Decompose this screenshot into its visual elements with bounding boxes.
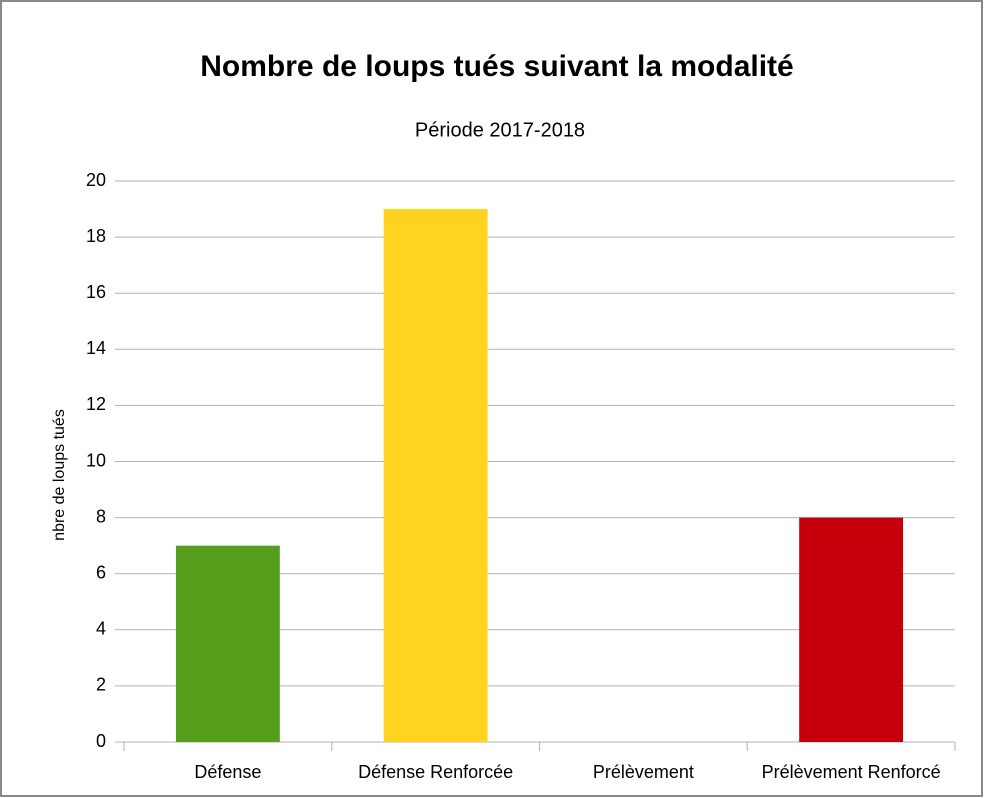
- y-tick-label: 8: [96, 506, 106, 526]
- y-tick-label: 16: [86, 282, 106, 302]
- y-tick-label: 2: [96, 675, 106, 695]
- y-tick-label: 10: [86, 450, 106, 470]
- chart-title: Nombre de loups tués suivant la modalité: [200, 50, 793, 83]
- y-tick-label: 20: [86, 170, 106, 190]
- x-tick-label: Défense Renforcée: [358, 762, 513, 782]
- x-tick-label: Défense: [194, 762, 261, 782]
- x-tick-label: Prélèvement Renforcé: [762, 762, 941, 782]
- x-tick-label: Prélèvement: [593, 762, 694, 782]
- y-tick-label: 18: [86, 226, 106, 246]
- y-axis-label: nbre de loups tués: [51, 409, 68, 541]
- y-tick-label: 6: [96, 562, 106, 582]
- y-tick-label: 12: [86, 394, 106, 414]
- y-tick-label: 0: [96, 731, 106, 751]
- bar: [175, 545, 280, 742]
- bar: [383, 209, 488, 743]
- y-tick-label: 4: [96, 619, 106, 639]
- y-tick-label: 14: [86, 338, 106, 358]
- chart-subtitle: Période 2017-2018: [415, 119, 585, 141]
- bar: [799, 517, 904, 742]
